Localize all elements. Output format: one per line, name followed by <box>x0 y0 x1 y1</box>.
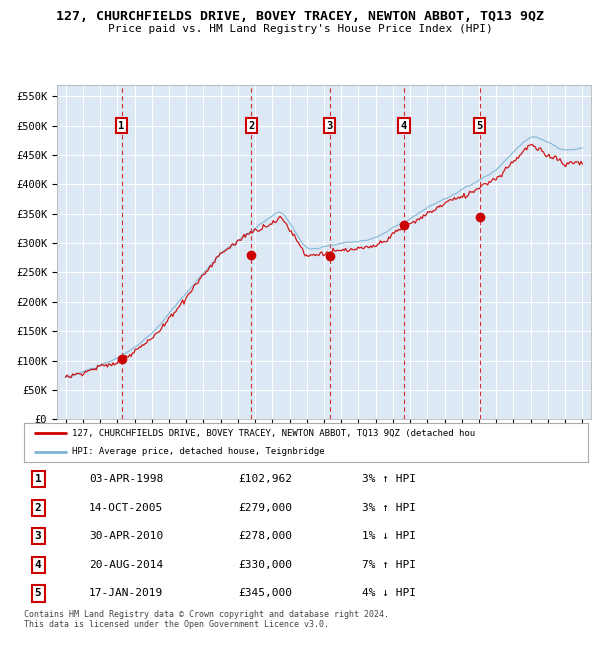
Text: 5: 5 <box>476 121 483 131</box>
Text: HPI: Average price, detached house, Teignbridge: HPI: Average price, detached house, Teig… <box>72 447 325 456</box>
Text: 1: 1 <box>35 474 41 484</box>
Text: 03-APR-1998: 03-APR-1998 <box>89 474 163 484</box>
Text: 2: 2 <box>35 502 41 513</box>
Text: £102,962: £102,962 <box>238 474 292 484</box>
Text: 4% ↓ HPI: 4% ↓ HPI <box>362 588 416 599</box>
Text: 4: 4 <box>401 121 407 131</box>
Text: £345,000: £345,000 <box>238 588 292 599</box>
Text: 1: 1 <box>118 121 125 131</box>
Text: 127, CHURCHFIELDS DRIVE, BOVEY TRACEY, NEWTON ABBOT, TQ13 9QZ (detached hou: 127, CHURCHFIELDS DRIVE, BOVEY TRACEY, N… <box>72 428 475 437</box>
Text: Contains HM Land Registry data © Crown copyright and database right 2024.
This d: Contains HM Land Registry data © Crown c… <box>24 610 389 629</box>
Text: 5: 5 <box>35 588 41 599</box>
Text: 1% ↓ HPI: 1% ↓ HPI <box>362 531 416 541</box>
Text: 3% ↑ HPI: 3% ↑ HPI <box>362 502 416 513</box>
Text: Price paid vs. HM Land Registry's House Price Index (HPI): Price paid vs. HM Land Registry's House … <box>107 24 493 34</box>
Text: 14-OCT-2005: 14-OCT-2005 <box>89 502 163 513</box>
Text: 3: 3 <box>35 531 41 541</box>
Text: £279,000: £279,000 <box>238 502 292 513</box>
Text: 3% ↑ HPI: 3% ↑ HPI <box>362 474 416 484</box>
Text: 127, CHURCHFIELDS DRIVE, BOVEY TRACEY, NEWTON ABBOT, TQ13 9QZ: 127, CHURCHFIELDS DRIVE, BOVEY TRACEY, N… <box>56 10 544 23</box>
Text: 3: 3 <box>326 121 333 131</box>
Text: 17-JAN-2019: 17-JAN-2019 <box>89 588 163 599</box>
Text: 2: 2 <box>248 121 254 131</box>
Text: 20-AUG-2014: 20-AUG-2014 <box>89 560 163 570</box>
Text: 4: 4 <box>35 560 41 570</box>
Text: £330,000: £330,000 <box>238 560 292 570</box>
Text: 30-APR-2010: 30-APR-2010 <box>89 531 163 541</box>
Text: £278,000: £278,000 <box>238 531 292 541</box>
Text: 7% ↑ HPI: 7% ↑ HPI <box>362 560 416 570</box>
